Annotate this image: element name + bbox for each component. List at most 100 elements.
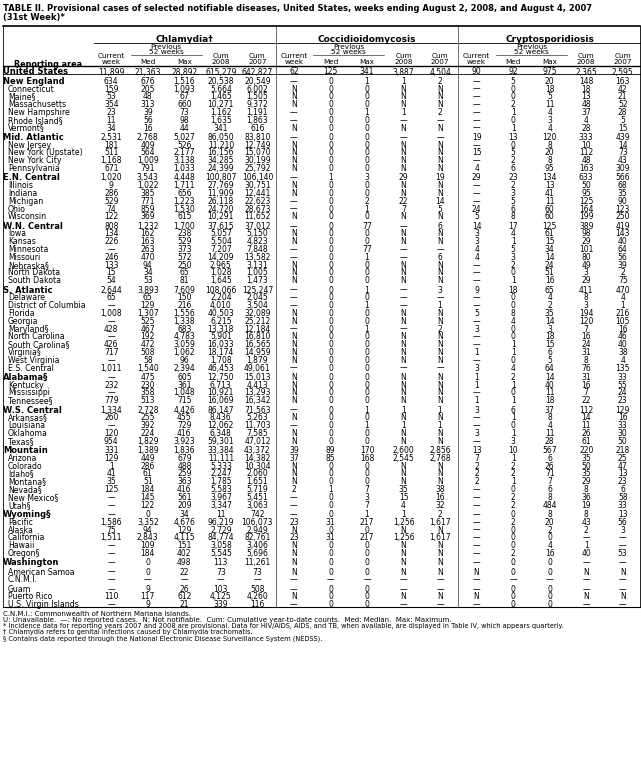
Text: 6,002: 6,002 bbox=[247, 85, 269, 93]
Text: 164: 164 bbox=[579, 205, 594, 214]
Text: 0: 0 bbox=[365, 116, 369, 125]
Text: 385: 385 bbox=[140, 189, 155, 198]
Text: Cum: Cum bbox=[432, 53, 448, 59]
Text: N: N bbox=[620, 568, 626, 577]
Text: 0: 0 bbox=[547, 534, 552, 543]
Text: N: N bbox=[437, 212, 443, 221]
Text: 1,008: 1,008 bbox=[101, 309, 122, 318]
Text: 75: 75 bbox=[106, 525, 116, 534]
Text: week: week bbox=[467, 59, 486, 65]
Text: 508: 508 bbox=[140, 348, 155, 357]
Text: —: — bbox=[473, 518, 480, 527]
Text: 3: 3 bbox=[511, 437, 515, 446]
Text: 1: 1 bbox=[328, 174, 333, 183]
Text: 0: 0 bbox=[328, 559, 333, 567]
Text: N: N bbox=[437, 149, 443, 158]
Text: 26,118: 26,118 bbox=[208, 197, 234, 206]
Text: 15,013: 15,013 bbox=[244, 373, 271, 382]
Text: 23: 23 bbox=[618, 396, 628, 406]
Text: N: N bbox=[291, 124, 297, 133]
Text: 0: 0 bbox=[365, 181, 369, 190]
Text: Oklahoma: Oklahoma bbox=[8, 429, 48, 438]
Text: 0: 0 bbox=[511, 324, 515, 334]
Text: 4: 4 bbox=[547, 108, 552, 117]
Text: 2: 2 bbox=[474, 462, 479, 471]
Text: 163: 163 bbox=[140, 237, 155, 246]
Text: —: — bbox=[108, 301, 115, 310]
Text: 10,271: 10,271 bbox=[208, 100, 234, 109]
Text: 65: 65 bbox=[106, 293, 116, 302]
Text: 779: 779 bbox=[104, 396, 119, 406]
Text: 8: 8 bbox=[547, 156, 552, 165]
Text: 3,967: 3,967 bbox=[210, 493, 232, 502]
Text: 125: 125 bbox=[323, 67, 338, 77]
Text: N: N bbox=[291, 549, 297, 558]
Text: —: — bbox=[290, 584, 298, 594]
Text: 5: 5 bbox=[511, 245, 515, 254]
Text: 50: 50 bbox=[618, 437, 628, 446]
Text: 0: 0 bbox=[365, 293, 369, 302]
Text: 5,027: 5,027 bbox=[174, 133, 196, 142]
Text: 4: 4 bbox=[511, 364, 515, 373]
Text: 135: 135 bbox=[615, 364, 630, 373]
Text: 22: 22 bbox=[581, 396, 591, 406]
Text: 2: 2 bbox=[547, 301, 552, 310]
Text: 125,247: 125,247 bbox=[242, 286, 273, 295]
Text: 5: 5 bbox=[474, 212, 479, 221]
Text: 1: 1 bbox=[401, 510, 406, 519]
Text: 64: 64 bbox=[618, 245, 628, 254]
Text: 14: 14 bbox=[545, 373, 554, 382]
Text: —: — bbox=[437, 293, 444, 302]
Text: —: — bbox=[473, 493, 480, 502]
Text: 217: 217 bbox=[360, 518, 374, 527]
Text: 6: 6 bbox=[511, 406, 515, 415]
Text: 2: 2 bbox=[511, 373, 515, 382]
Text: 134: 134 bbox=[104, 230, 119, 239]
Text: Current: Current bbox=[280, 53, 308, 59]
Text: 8: 8 bbox=[547, 413, 552, 422]
Text: N: N bbox=[291, 381, 297, 390]
Text: 1: 1 bbox=[511, 340, 515, 349]
Text: N: N bbox=[437, 100, 443, 109]
Text: N: N bbox=[401, 396, 406, 406]
Text: 4: 4 bbox=[401, 501, 406, 509]
Text: 2: 2 bbox=[365, 197, 369, 206]
Text: N: N bbox=[583, 593, 589, 602]
Text: Current: Current bbox=[463, 53, 490, 59]
Text: —: — bbox=[290, 421, 298, 431]
Text: —: — bbox=[473, 293, 480, 302]
Text: 0: 0 bbox=[328, 478, 333, 487]
Text: American Samoa: American Samoa bbox=[8, 568, 74, 577]
Text: 416: 416 bbox=[177, 429, 192, 438]
Text: Reporting area: Reporting area bbox=[14, 60, 82, 69]
Text: 40: 40 bbox=[618, 237, 628, 246]
Text: —: — bbox=[473, 92, 480, 102]
Text: —: — bbox=[619, 541, 626, 550]
Text: 37,615: 37,615 bbox=[208, 221, 234, 230]
Text: 55: 55 bbox=[618, 381, 628, 390]
Text: 1: 1 bbox=[474, 373, 479, 382]
Text: 2: 2 bbox=[438, 108, 442, 117]
Text: —: — bbox=[290, 301, 298, 310]
Text: Pennsylvania: Pennsylvania bbox=[8, 164, 60, 173]
Text: 58: 58 bbox=[618, 493, 628, 502]
Text: Michigan: Michigan bbox=[8, 197, 43, 206]
Text: —: — bbox=[473, 277, 480, 285]
Text: 1: 1 bbox=[474, 396, 479, 406]
Text: —: — bbox=[290, 253, 298, 262]
Text: 80: 80 bbox=[581, 253, 591, 262]
Text: 184: 184 bbox=[140, 485, 155, 494]
Text: 16: 16 bbox=[581, 381, 591, 390]
Text: N: N bbox=[437, 237, 443, 246]
Text: 30,199: 30,199 bbox=[244, 156, 271, 165]
Text: 1,505: 1,505 bbox=[247, 92, 269, 102]
Text: 74: 74 bbox=[106, 205, 116, 214]
Text: 6: 6 bbox=[511, 164, 515, 173]
Text: 498: 498 bbox=[177, 559, 192, 567]
Text: 184: 184 bbox=[140, 549, 155, 558]
Text: 59,301: 59,301 bbox=[208, 437, 234, 446]
Text: 3,893: 3,893 bbox=[137, 286, 159, 295]
Text: 0: 0 bbox=[328, 124, 333, 133]
Text: 19: 19 bbox=[581, 501, 591, 509]
Text: 0: 0 bbox=[365, 396, 369, 406]
